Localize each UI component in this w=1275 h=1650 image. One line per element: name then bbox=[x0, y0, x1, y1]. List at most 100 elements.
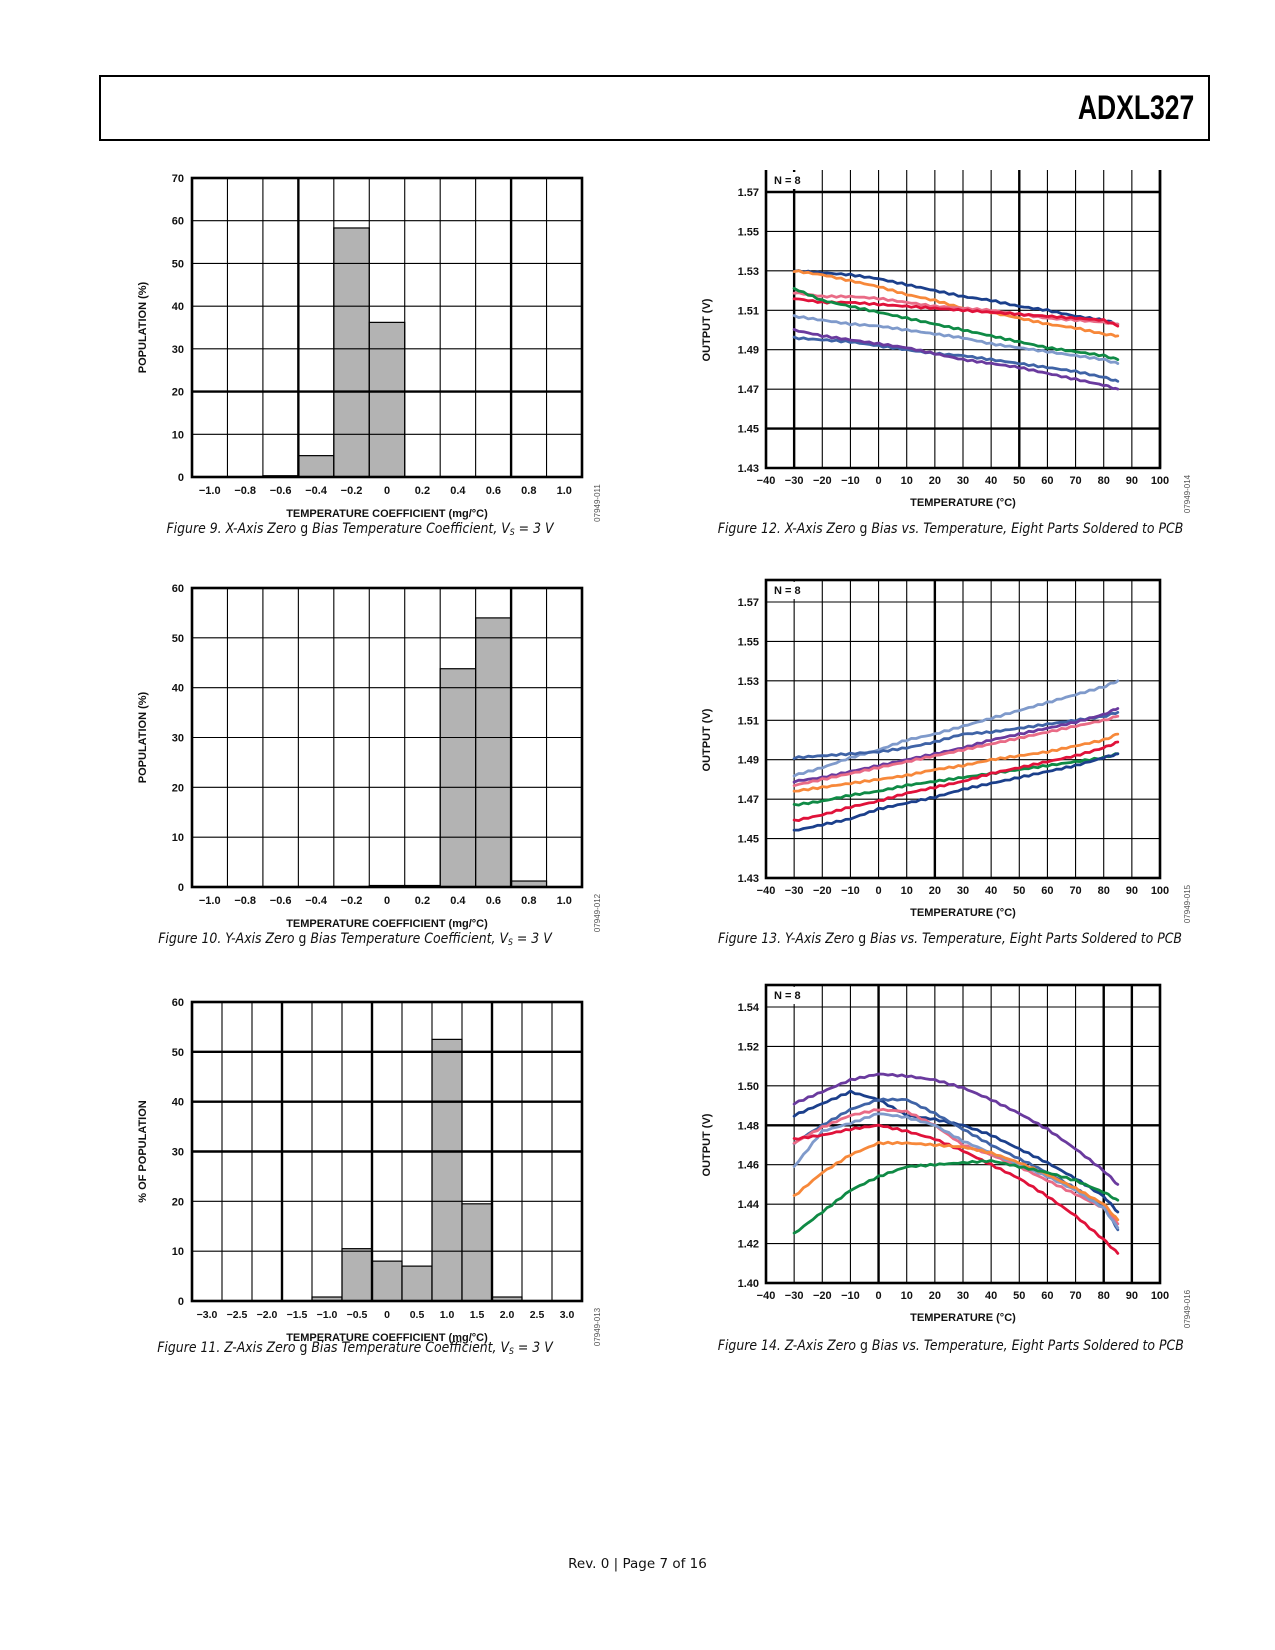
x-tick-label: −0.2 bbox=[341, 895, 363, 907]
x-tick-label: −0.8 bbox=[234, 485, 256, 497]
caption-text: Figure 9. X-Axis Zero bbox=[166, 521, 301, 537]
y-axis-label: POPULATION (%) bbox=[137, 691, 149, 783]
x-tick-label: 60 bbox=[1041, 885, 1053, 897]
x-tick-label: −0.6 bbox=[270, 895, 292, 907]
x-tick-label: 0 bbox=[876, 885, 882, 897]
caption-text: Figure 10. Y-Axis Zero bbox=[158, 931, 299, 947]
x-tick-label: 40 bbox=[985, 1290, 997, 1302]
y-tick-label: 60 bbox=[172, 583, 184, 595]
x-tick-label: 80 bbox=[1098, 475, 1110, 487]
product-title: ADXL327 bbox=[1077, 89, 1194, 127]
caption-text: = 3 V bbox=[513, 1340, 553, 1356]
caption-text: Figure 11. Z-Axis Zero bbox=[157, 1340, 300, 1356]
caption-text: Figure 13. Y-Axis Zero bbox=[718, 931, 859, 947]
x-tick-label: 100 bbox=[1151, 475, 1169, 487]
x-tick-label: −1.0 bbox=[199, 485, 221, 497]
x-tick-label: −1.0 bbox=[317, 1309, 338, 1321]
caption-text: Figure 12. X-Axis Zero bbox=[717, 521, 860, 537]
x-tick-label: 40 bbox=[985, 475, 997, 487]
caption-text: Bias vs. Temperature, Eight Parts Solder… bbox=[867, 521, 1184, 537]
y-tick-label: 10 bbox=[172, 832, 184, 844]
x-tick-label: 1.0 bbox=[440, 1309, 455, 1321]
histogram-bar bbox=[461, 1203, 493, 1302]
x-tick-label: −40 bbox=[757, 1290, 776, 1302]
x-tick-label: 20 bbox=[929, 885, 941, 897]
y-axis-label: OUTPUT (V) bbox=[701, 298, 713, 361]
y-tick-label: 60 bbox=[172, 216, 184, 228]
series-line-part-7 bbox=[792, 1140, 1120, 1222]
x-tick-label: −0.4 bbox=[305, 895, 328, 907]
x-tick-label: 20 bbox=[929, 475, 941, 487]
line-chart-svg: 1.43 1.45 1.47 1.49 1.51 1.53 1.55 1.57 −40 −30 −2… bbox=[701, 170, 1192, 513]
y-tick-label: 0 bbox=[178, 1296, 184, 1308]
caption-sub: S bbox=[507, 938, 513, 948]
histogram-bar bbox=[439, 668, 477, 888]
caption-g: g bbox=[298, 931, 307, 947]
y-tick-label: 50 bbox=[172, 1047, 184, 1059]
y-tick-label: 10 bbox=[172, 1246, 184, 1258]
figure-caption-10: Figure 10. Y-Axis Zero g Bias Temperatur… bbox=[140, 931, 570, 948]
caption-sub: S bbox=[509, 528, 515, 538]
y-tick-label: 1.46 bbox=[738, 1160, 759, 1172]
line-chart-x-axis-bias: 1.43 1.45 1.47 1.49 1.51 1.53 1.55 1.57 −40 −30 −2… bbox=[686, 160, 1226, 513]
page-header: ADXL327 bbox=[99, 75, 1210, 141]
x-axis-label: TEMPERATURE (°C) bbox=[910, 907, 1016, 919]
histogram-chart-y-axis: 0 10 20 30 40 50 60 −1.0 −0.8 −0.6 −0.4 −0.2 0 0.2 0.4… bbox=[110, 570, 602, 932]
y-tick-label: 30 bbox=[172, 1147, 184, 1159]
y-tick-label: 20 bbox=[172, 782, 184, 794]
histogram-bar bbox=[475, 617, 512, 888]
x-tick-label: 50 bbox=[1013, 885, 1025, 897]
series-line-part-6 bbox=[792, 752, 1120, 807]
y-tick-label: 1.53 bbox=[738, 266, 759, 278]
x-tick-label: 0 bbox=[876, 1290, 882, 1302]
figure-id: 07949-015 bbox=[1183, 884, 1192, 923]
x-tick-label: −20 bbox=[813, 475, 832, 487]
figure-caption-11: Figure 11. Z-Axis Zero g Bias Temperatur… bbox=[140, 1340, 570, 1357]
annotation-n: N = 8 bbox=[774, 990, 801, 1002]
series-line-part-8 bbox=[792, 328, 1120, 391]
series-line-part-1 bbox=[792, 1072, 1120, 1186]
x-tick-label: 90 bbox=[1126, 1290, 1138, 1302]
x-tick-label: −0.2 bbox=[341, 485, 363, 497]
y-tick-label: 1.50 bbox=[738, 1081, 759, 1093]
x-tick-label: −0.8 bbox=[234, 895, 256, 907]
y-tick-label: 1.43 bbox=[738, 463, 759, 475]
y-axis-label: % OF POPULATION bbox=[137, 1100, 149, 1203]
annotation-background bbox=[768, 582, 812, 599]
x-tick-label: 0.5 bbox=[410, 1309, 425, 1321]
histogram-svg: 0 10 20 30 40 50 60 −1.0 −0.8 −0.6 −0.4 −0.2 0 0.2 0.4… bbox=[137, 583, 602, 932]
y-tick-label: 1.52 bbox=[738, 1041, 759, 1053]
series-line-part-4 bbox=[792, 714, 1120, 788]
x-tick-label: 40 bbox=[985, 885, 997, 897]
y-tick-label: 1.43 bbox=[738, 873, 759, 885]
y-tick-label: 1.54 bbox=[738, 1002, 760, 1014]
histogram-bar bbox=[333, 227, 370, 478]
x-tick-label: 10 bbox=[901, 885, 913, 897]
figure-caption-12: Figure 12. X-Axis Zero g Bias vs. Temper… bbox=[717, 521, 1184, 537]
figure-id: 07949-012 bbox=[593, 893, 602, 932]
x-tick-label: 0.8 bbox=[521, 485, 536, 497]
histogram-bar bbox=[341, 1248, 373, 1302]
y-tick-label: 1.45 bbox=[738, 834, 759, 846]
y-tick-label: 20 bbox=[172, 1196, 184, 1208]
x-tick-label: −20 bbox=[813, 885, 832, 897]
line-chart-svg: 1.43 1.45 1.47 1.49 1.51 1.53 1.55 1.57 −40 −30 −2… bbox=[701, 578, 1192, 923]
x-tick-label: −10 bbox=[841, 885, 860, 897]
x-tick-label: 70 bbox=[1069, 1290, 1081, 1302]
figure-caption-9: Figure 9. X-Axis Zero g Bias Temperature… bbox=[145, 521, 575, 538]
figure-caption-13: Figure 13. Y-Axis Zero g Bias vs. Temper… bbox=[718, 931, 1182, 947]
y-tick-label: 1.51 bbox=[738, 715, 759, 727]
histogram-bar bbox=[297, 455, 335, 478]
y-tick-label: 40 bbox=[172, 1097, 184, 1109]
caption-g: g bbox=[858, 931, 867, 947]
x-tick-label: −2.0 bbox=[257, 1309, 278, 1321]
plot-frame bbox=[764, 170, 1162, 470]
page-number: Rev. 0 | Page 7 of 16 bbox=[568, 1556, 707, 1572]
caption-text: Figure 14. Z-Axis Zero bbox=[717, 1338, 861, 1354]
x-tick-label: 0 bbox=[384, 895, 390, 907]
x-tick-label: 1.5 bbox=[470, 1309, 485, 1321]
y-tick-label: 1.42 bbox=[738, 1239, 759, 1251]
y-tick-label: 30 bbox=[172, 733, 184, 745]
histogram-svg: 0 10 20 30 40 50 60 70 −1.0 −0.8 −0.6 −0.4 −0.2 0 0.2 0… bbox=[137, 173, 602, 522]
series-line-part-6 bbox=[792, 1123, 1120, 1255]
